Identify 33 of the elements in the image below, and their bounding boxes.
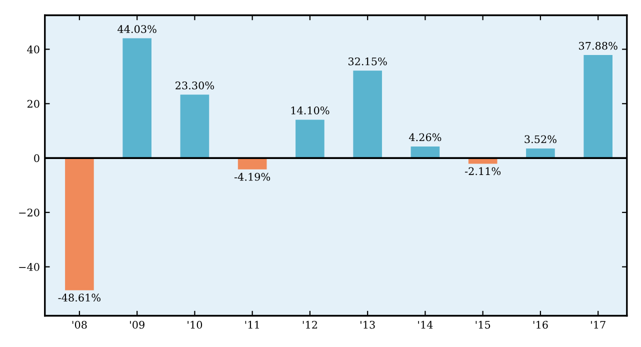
x-tick-label: '10 bbox=[188, 320, 202, 329]
data-label: -4.19% bbox=[234, 172, 270, 181]
x-tick-label: '16 bbox=[533, 320, 548, 329]
x-tick-label: '08 bbox=[72, 320, 87, 329]
data-label: 32.15% bbox=[348, 57, 387, 66]
y-tick-label: −20 bbox=[19, 208, 40, 217]
bar bbox=[122, 38, 152, 158]
y-tick-label: 40 bbox=[27, 45, 40, 54]
data-label: -2.11% bbox=[464, 167, 501, 176]
x-tick-label: '09 bbox=[130, 320, 144, 329]
data-label: 3.52% bbox=[524, 135, 556, 144]
x-tick-label: '15 bbox=[476, 320, 490, 329]
data-label: 37.88% bbox=[579, 42, 618, 50]
y-tick-label: 0 bbox=[34, 154, 40, 162]
bar bbox=[353, 70, 382, 158]
x-tick-label: '13 bbox=[360, 320, 375, 329]
x-tick-label: '17 bbox=[591, 320, 606, 329]
bar bbox=[180, 94, 210, 158]
data-label: 44.03% bbox=[118, 25, 156, 34]
data-label: -48.61% bbox=[58, 294, 100, 302]
x-tick-label: '12 bbox=[302, 320, 317, 329]
data-label: 14.10% bbox=[291, 106, 330, 114]
bar bbox=[296, 120, 324, 158]
bar bbox=[410, 146, 440, 158]
bar bbox=[238, 158, 267, 170]
y-tick-label: 20 bbox=[27, 100, 40, 108]
bar bbox=[65, 158, 94, 290]
y-tick-label: −40 bbox=[19, 263, 40, 271]
data-label: 4.26% bbox=[408, 133, 442, 142]
data-label: 23.30% bbox=[176, 82, 214, 90]
x-tick-label: '11 bbox=[245, 320, 259, 329]
bar bbox=[584, 55, 612, 158]
x-tick-label: '14 bbox=[418, 320, 433, 329]
